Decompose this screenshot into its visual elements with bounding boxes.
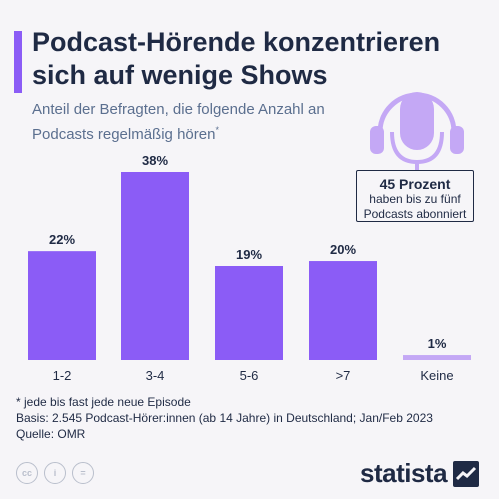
category-label: Keine <box>420 368 453 383</box>
source-note: Quelle: OMR <box>16 427 86 441</box>
callout-text: haben bis zu fünf Podcasts abonniert <box>363 192 467 221</box>
category-label: 5-6 <box>240 368 259 383</box>
chart-subtitle: Anteil der Befragten, die folgende Anzah… <box>32 100 332 145</box>
value-label: 38% <box>142 153 168 168</box>
cc-icon[interactable]: cc <box>16 462 38 484</box>
value-label: 19% <box>236 247 262 262</box>
category-label: 3-4 <box>146 368 165 383</box>
subtitle-footnote-mark: * <box>215 125 219 135</box>
basis-note: Basis: 2.545 Podcast-Hörer:innen (ab 14 … <box>16 411 433 425</box>
value-label: 20% <box>330 242 356 257</box>
value-label: 1% <box>428 336 447 351</box>
bar-1-2 <box>28 251 96 360</box>
category-label: 1-2 <box>53 368 72 383</box>
chart-title: Podcast-Hörende konzentrieren sich auf w… <box>32 27 441 90</box>
bar-chart: 22% 1-2 38% 3-4 19% 5-6 20% >7 1% Keine <box>28 153 471 383</box>
statista-logo[interactable]: statista <box>360 458 480 489</box>
chart-notes: * jede bis fast jede neue Episode Basis:… <box>16 394 433 442</box>
statista-logo-icon <box>453 460 480 487</box>
equals-icon[interactable]: = <box>72 462 94 484</box>
value-label: 22% <box>49 232 75 247</box>
person-icon[interactable]: i <box>44 462 66 484</box>
bar-3-4 <box>121 172 189 360</box>
callout-headline: 45 Prozent <box>379 176 451 192</box>
bar->7 <box>309 261 377 360</box>
license-icons: cc i = <box>16 462 94 484</box>
footnote: * jede bis fast jede neue Episode <box>16 395 191 409</box>
bar-5-6 <box>215 266 283 360</box>
category-label: >7 <box>336 368 351 383</box>
title-accent-bar <box>14 31 22 93</box>
subtitle-text: Anteil der Befragten, die folgende Anzah… <box>32 101 325 143</box>
bar-Keine <box>403 355 471 360</box>
callout-box: 45 Prozent haben bis zu fünf Podcasts ab… <box>356 170 474 222</box>
statista-wordmark: statista <box>360 458 448 488</box>
